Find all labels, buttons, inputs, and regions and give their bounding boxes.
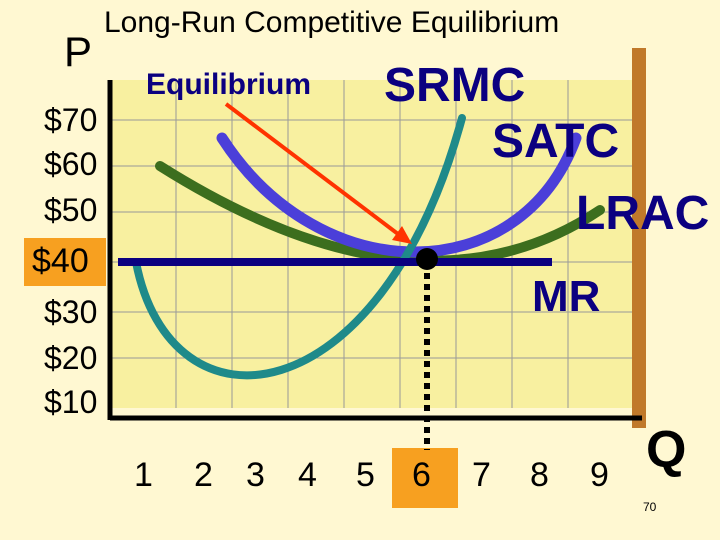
- price-tick-70: $70: [44, 102, 98, 138]
- quantity-tick-3: 3: [246, 456, 265, 494]
- mr-label: MR: [532, 272, 601, 321]
- price-tick-60: $60: [44, 146, 98, 182]
- quantity-axis-label: Q: [646, 421, 687, 479]
- equilibrium-label: Equilibrium: [146, 68, 311, 101]
- satc-curve: [216, 132, 582, 258]
- lrac-label: LRAC: [576, 187, 710, 240]
- price-tick-30: $30: [44, 294, 98, 330]
- quantity-tick-2: 2: [194, 456, 213, 494]
- equilibrium-arrow: [224, 102, 412, 244]
- quantity-tick-8: 8: [530, 456, 549, 494]
- quantity-tick-9: 9: [590, 456, 609, 494]
- srmc-label: SRMC: [384, 59, 526, 112]
- srmc-curve: [132, 114, 466, 380]
- quantity-tick-4: 4: [298, 456, 317, 494]
- satc-label: SATC: [492, 115, 620, 168]
- price-tick-40: $40: [32, 242, 89, 280]
- x-tick-highlight: [392, 448, 458, 508]
- slide-number: 70: [643, 500, 657, 514]
- right-bar: [632, 48, 646, 428]
- y-tick-highlight: [24, 238, 106, 286]
- price-axis-label: P: [64, 28, 93, 75]
- price-tick-50: $50: [44, 192, 98, 228]
- price-tick-20: $20: [44, 340, 98, 376]
- equilibrium-point: [416, 248, 438, 270]
- slide-title: Long-Run Competitive Equilibrium: [104, 6, 560, 39]
- quantity-tick-7: 7: [472, 456, 491, 494]
- quantity-tick-5: 5: [356, 456, 375, 494]
- quantity-tick-6: 6: [412, 456, 431, 494]
- quantity-tick-1: 1: [134, 456, 153, 494]
- price-tick-10: $10: [44, 384, 98, 420]
